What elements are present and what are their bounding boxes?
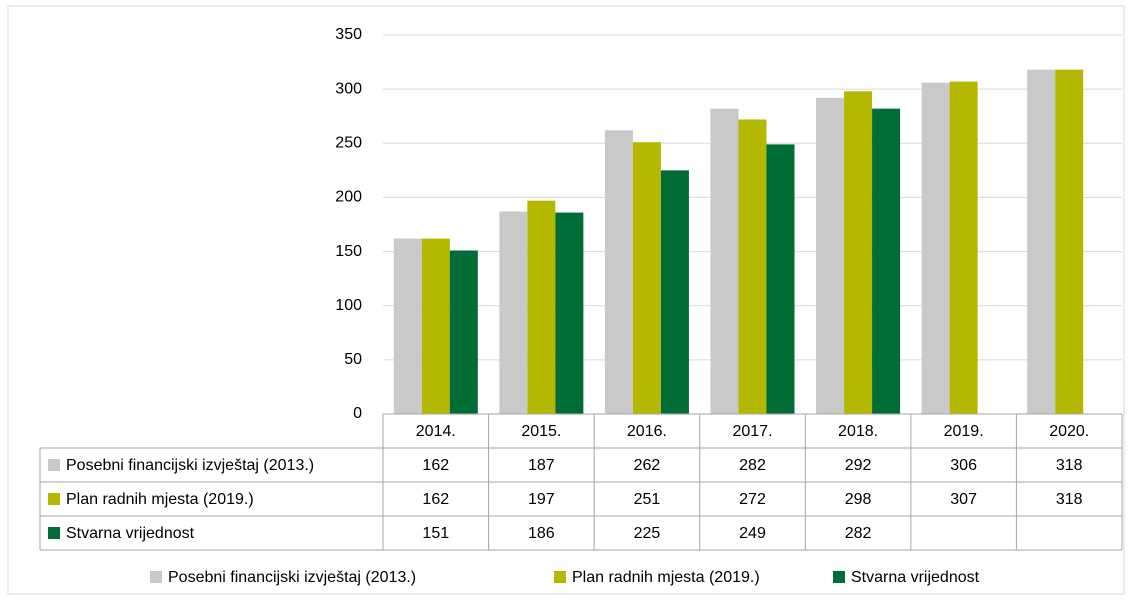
bar: [949, 81, 978, 414]
bar: [393, 238, 422, 414]
bar: [816, 97, 845, 414]
bar: [449, 250, 478, 414]
table-value: 162: [422, 457, 449, 474]
y-tick-label: 250: [335, 135, 362, 152]
bar: [844, 91, 873, 415]
bar: [421, 238, 450, 414]
bar: [738, 119, 767, 414]
legend-label: Plan radnih mjesta (2019.): [572, 569, 760, 586]
x-tick-label: 2018.: [838, 423, 878, 440]
table-value: 197: [528, 491, 555, 508]
table-legend-key: [48, 527, 60, 539]
bar: [527, 200, 556, 414]
x-tick-label: 2019.: [944, 423, 984, 440]
bar: [872, 108, 901, 415]
table-value: 187: [528, 457, 555, 474]
bar: [766, 144, 795, 414]
bar: [921, 82, 950, 414]
table-value: 262: [634, 457, 661, 474]
y-tick-label: 0: [353, 405, 362, 422]
table-value: 318: [1056, 491, 1083, 508]
table-value: 151: [422, 525, 449, 542]
table-value: 292: [845, 457, 872, 474]
table-value: 318: [1056, 457, 1083, 474]
table-value: 186: [528, 525, 555, 542]
bar: [1055, 69, 1084, 414]
table-value: 282: [739, 457, 766, 474]
table-value: 225: [634, 525, 661, 542]
x-tick-label: 2014.: [416, 423, 456, 440]
bar: [1027, 69, 1056, 414]
legend-key: [554, 571, 566, 583]
bar: [555, 212, 584, 414]
bar: [499, 211, 528, 414]
y-tick-label: 300: [335, 80, 362, 97]
table-value: 272: [739, 491, 766, 508]
legend-key: [150, 571, 162, 583]
bar: [604, 130, 633, 414]
table-value: 282: [845, 525, 872, 542]
bar: [632, 142, 661, 414]
bar: [710, 108, 739, 415]
bar: [660, 170, 689, 414]
legend-label: Stvarna vrijednost: [851, 569, 980, 586]
x-tick-label: 2016.: [627, 423, 667, 440]
table-value: 251: [634, 491, 661, 508]
y-tick-label: 50: [344, 351, 362, 368]
table-legend-key: [48, 493, 60, 505]
table-value: 306: [950, 457, 977, 474]
x-tick-label: 2017.: [732, 423, 772, 440]
table-series-label: Stvarna vrijednost: [66, 525, 195, 542]
legend-key: [833, 571, 845, 583]
table-value: 249: [739, 525, 766, 542]
y-tick-label: 100: [335, 297, 362, 314]
chart-frame: [7, 5, 1125, 595]
table-series-label: Plan radnih mjesta (2019.): [66, 491, 254, 508]
table-value: 298: [845, 491, 872, 508]
table-value: 307: [950, 491, 977, 508]
legend-label: Posebni financijski izvještaj (2013.): [168, 569, 416, 586]
y-tick-label: 200: [335, 189, 362, 206]
y-tick-label: 150: [335, 243, 362, 260]
table-series-label: Posebni financijski izvještaj (2013.): [66, 457, 314, 474]
table-legend-key: [48, 459, 60, 471]
table-value: 162: [422, 491, 449, 508]
x-tick-label: 2020.: [1049, 423, 1089, 440]
y-tick-label: 350: [335, 26, 362, 43]
x-tick-label: 2015.: [521, 423, 561, 440]
